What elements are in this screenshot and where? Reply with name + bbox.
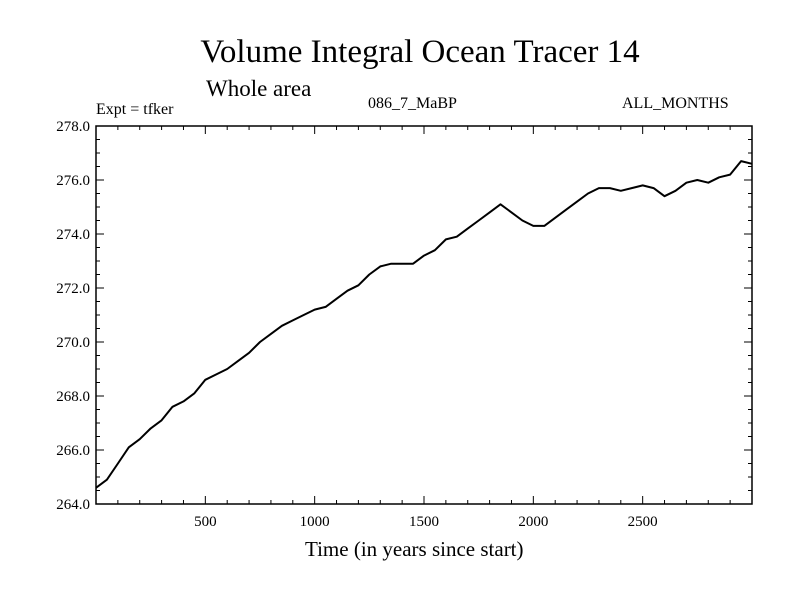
y-tick-label: 268.0 xyxy=(56,389,90,405)
chart-subtitle: Whole area xyxy=(206,76,312,101)
months-label: ALL_MONTHS xyxy=(622,95,729,112)
series-lines xyxy=(95,160,753,489)
y-tick-labels: 264.0 266.0 268.0 270.0 272.0 274.0 276.0 278.0 xyxy=(56,119,90,513)
x-tick-label: 1000 xyxy=(300,514,330,530)
run-label: 086_7_MaBP xyxy=(368,95,457,112)
x-axis-label: Time (in years since start) xyxy=(305,537,524,561)
y-tick-label: 264.0 xyxy=(56,497,90,513)
y-tick-label: 272.0 xyxy=(56,281,90,297)
series-line-0 xyxy=(95,160,753,489)
experiment-label: Expt = tfker xyxy=(96,101,174,118)
x-tick-label: 2500 xyxy=(628,514,658,530)
plot-frame xyxy=(95,125,753,505)
chart-title: Volume Integral Ocean Tracer 14 xyxy=(200,34,640,70)
x-tick-label: 1500 xyxy=(409,514,439,530)
y-tick-label: 274.0 xyxy=(56,227,90,243)
y-tick-label: 266.0 xyxy=(56,443,90,459)
axis-ticks xyxy=(96,126,752,504)
x-tick-label: 500 xyxy=(194,514,217,530)
x-tick-label: 2000 xyxy=(518,514,548,530)
y-tick-label: 270.0 xyxy=(56,335,90,351)
y-tick-label: 278.0 xyxy=(56,119,90,135)
y-tick-label: 276.0 xyxy=(56,173,90,189)
x-tick-labels: 500 1000 1500 2000 2500 xyxy=(194,514,658,530)
